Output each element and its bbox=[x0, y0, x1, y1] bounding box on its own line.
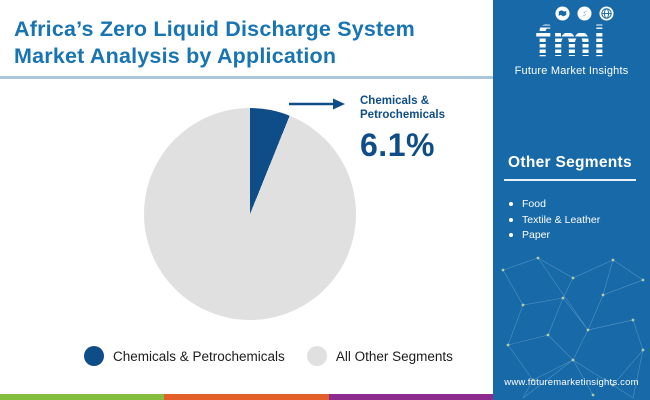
annotation-value: 6.1% bbox=[360, 127, 435, 164]
page-title-line1: Africa’s Zero Liquid Discharge System bbox=[14, 17, 415, 41]
legend-label: All Other Segments bbox=[335, 348, 453, 364]
sidebar: fmi Future Market Insights Other Segment… bbox=[493, 0, 650, 400]
page-title-line2: Market Analysis by Application bbox=[14, 43, 337, 68]
chart-legend: Chemicals & Petrochemicals All Other Seg… bbox=[84, 346, 453, 366]
callout-arrow-icon bbox=[289, 98, 345, 110]
globe-icon bbox=[599, 6, 614, 21]
page-title: Africa’s Zero Liquid Discharge System Ma… bbox=[14, 16, 484, 70]
legend-dot-gray bbox=[306, 346, 327, 366]
legend-dot-blue bbox=[84, 346, 104, 366]
header-divider bbox=[0, 76, 493, 79]
website-url: www.futuremarketinsights.com bbox=[504, 377, 639, 388]
footer-bar-orange bbox=[164, 394, 329, 400]
sidebar-heading-rule bbox=[504, 179, 636, 181]
other-segments-heading: Other Segments bbox=[508, 154, 632, 171]
bullet-icon bbox=[509, 202, 513, 207]
fmi-logo: fmi Future Market Insights bbox=[493, 6, 650, 77]
main-area: Africa’s Zero Liquid Discharge System Ma… bbox=[0, 16, 493, 400]
bullet-icon bbox=[509, 217, 513, 222]
list-item-food: Food bbox=[509, 198, 600, 211]
compass-icon bbox=[577, 6, 592, 21]
annotation-label-line2: Petrochemicals bbox=[360, 108, 446, 121]
footer-bar-purple bbox=[328, 394, 493, 400]
constellation-decoration bbox=[501, 256, 645, 399]
logo-wordmark: fmi bbox=[531, 20, 612, 64]
logo-subtitle: Future Market Insights bbox=[514, 64, 629, 77]
pie-chart bbox=[144, 108, 356, 320]
logo-icons bbox=[493, 6, 650, 21]
map-icon bbox=[555, 6, 570, 21]
legend-label: Chemicals & Petrochemicals bbox=[113, 348, 285, 364]
footer-bar-green bbox=[0, 394, 165, 400]
bullet-icon bbox=[509, 233, 513, 238]
legend-item-other: All Other Segments bbox=[306, 346, 453, 366]
list-item-paper: Paper bbox=[509, 229, 600, 242]
list-item-textile-leather: Textile & Leather bbox=[509, 214, 600, 227]
legend-item-chemicals: Chemicals & Petrochemicals bbox=[84, 346, 285, 366]
annotation-label-line1: Chemicals & bbox=[360, 95, 430, 107]
slice-annotation: Chemicals & Petrochemicals 6.1% bbox=[360, 95, 490, 164]
footer-color-bar bbox=[0, 394, 493, 400]
other-segments-list: Food Textile & Leather Paper bbox=[509, 198, 600, 245]
